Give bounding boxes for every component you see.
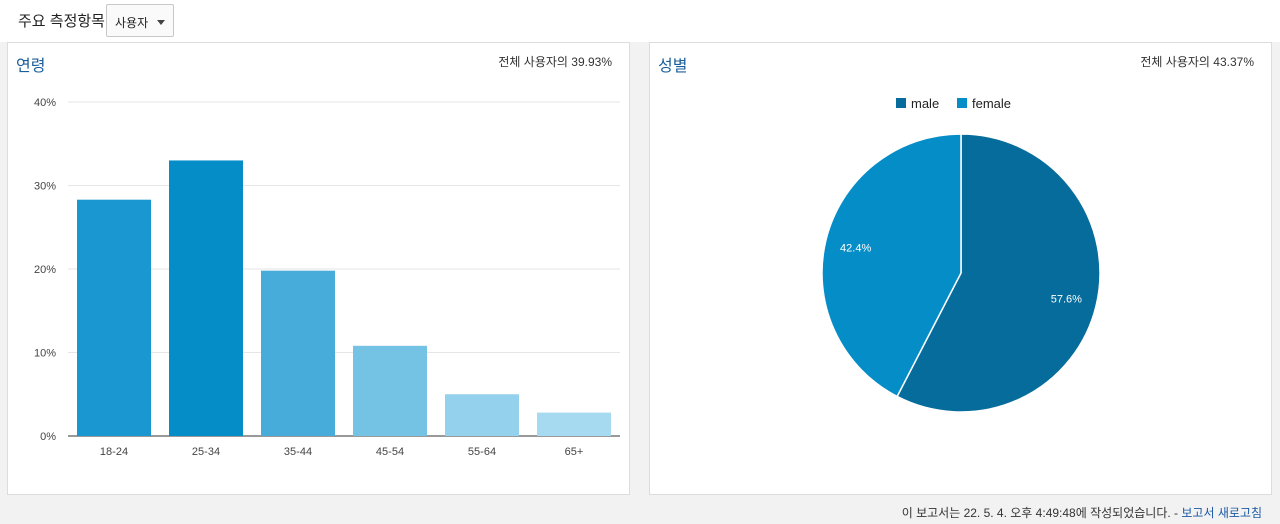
slice-label: 57.6% xyxy=(1051,294,1082,306)
age-panel-subtitle: 전체 사용자의 39.93% xyxy=(498,55,612,69)
slice-label: 42.4% xyxy=(840,242,871,254)
report-footer: 이 보고서는 22. 5. 4. 오후 4:49:48에 작성되었습니다. - … xyxy=(902,504,1262,521)
gender-panel-title: 성별 xyxy=(658,58,688,75)
gender-panel: 성별 전체 사용자의 43.37% male female 57.6% 42.4% xyxy=(649,42,1272,495)
metric-label: 주요 측정항목 xyxy=(18,13,105,30)
bar xyxy=(169,160,243,436)
legend-label: female xyxy=(972,96,1011,111)
y-tick-label: 40% xyxy=(34,97,56,109)
bar xyxy=(537,412,611,436)
x-tick-label: 45-54 xyxy=(376,446,404,458)
y-tick-label: 0% xyxy=(40,431,56,443)
x-tick-label: 35-44 xyxy=(284,446,312,458)
x-tick-label: 18-24 xyxy=(100,446,128,458)
chevron-down-icon xyxy=(157,20,165,25)
age-panel: 연령 전체 사용자의 39.93% 0% 10% 20% 30% 40% 18-24 25-… xyxy=(7,42,630,495)
x-tick-label: 65+ xyxy=(565,446,584,458)
legend-label: male xyxy=(911,96,939,111)
y-tick-label: 20% xyxy=(34,264,56,276)
metric-select[interactable]: 사용자 xyxy=(106,4,174,37)
y-tick-label: 30% xyxy=(34,181,56,193)
bar xyxy=(77,199,151,436)
gender-panel-subtitle: 전체 사용자의 43.37% xyxy=(1140,55,1254,69)
top-bar: 주요 측정항목 사용자 xyxy=(0,0,1280,42)
pie-slice xyxy=(896,133,1101,413)
refresh-report-link[interactable]: 보고서 새로고침 xyxy=(1181,506,1262,520)
x-tick-label: 55-64 xyxy=(468,446,496,458)
metric-select-value: 사용자 xyxy=(115,16,149,30)
bar xyxy=(261,270,335,436)
bar xyxy=(353,345,427,436)
age-bar-chart: 0% 10% 20% 30% 40% 18-24 25-34 35-44 45-54 55-64 6… xyxy=(34,97,620,458)
legend-swatch xyxy=(957,98,967,108)
age-panel-title: 연령 xyxy=(16,58,46,75)
report-timestamp: 이 보고서는 22. 5. 4. 오후 4:49:48에 작성되었습니다. - xyxy=(901,506,1182,520)
legend-swatch xyxy=(896,98,906,108)
x-tick-label: 25-34 xyxy=(192,446,220,458)
gender-pie-chart: male female 57.6% 42.4% xyxy=(821,96,1101,413)
y-tick-label: 10% xyxy=(34,348,56,360)
pie-slice xyxy=(821,133,962,398)
bar xyxy=(445,394,519,436)
